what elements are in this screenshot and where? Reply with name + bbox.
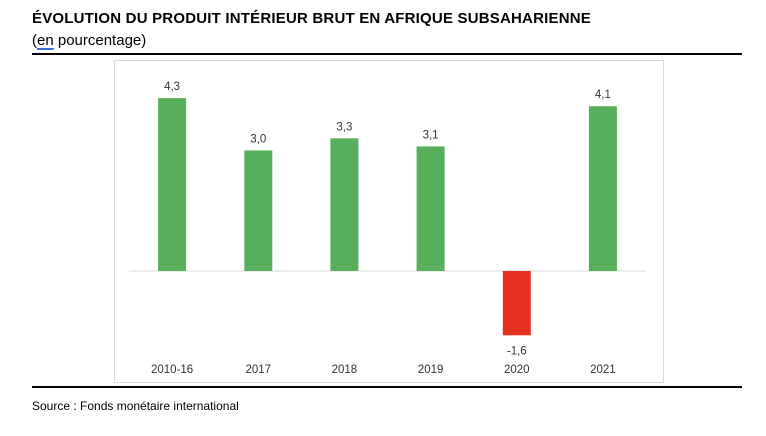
x-tick-label-2019: 2019 — [418, 364, 444, 376]
bar-2010-16 — [158, 98, 187, 271]
bar-2021 — [588, 106, 617, 271]
x-tick-label-2020: 2020 — [504, 364, 530, 376]
chart-title: ÉVOLUTION DU PRODUIT INTÉRIEUR BRUT EN A… — [32, 10, 591, 27]
data-label-2020: -1,6 — [507, 345, 527, 357]
bar-2017 — [244, 150, 273, 271]
subtitle-suffix: pourcentage) — [53, 32, 147, 49]
data-label-2017: 3,0 — [250, 133, 266, 145]
data-label-2010-16: 4,3 — [164, 81, 180, 93]
x-tick-label-2021: 2021 — [590, 364, 616, 376]
x-tick-label-2010-16: 2010-16 — [151, 364, 193, 376]
bar-2019 — [416, 146, 445, 271]
bottom-rule — [32, 386, 742, 388]
subtitle-underlined-word: en — [37, 32, 54, 49]
plot-frame — [114, 60, 664, 383]
data-label-2018: 3,3 — [336, 121, 352, 133]
bar-2020 — [502, 271, 531, 336]
top-rule — [32, 53, 742, 55]
chart-subtitle: (en pourcentage) — [32, 32, 146, 49]
data-label-2021: 4,1 — [595, 89, 611, 101]
x-tick-label-2018: 2018 — [332, 364, 358, 376]
subtitle-prefix: ( — [32, 32, 37, 49]
bar-2018 — [330, 138, 359, 271]
data-label-2019: 3,1 — [423, 129, 439, 141]
x-tick-label-2017: 2017 — [246, 364, 272, 376]
source-note: Source : Fonds monétaire international — [32, 399, 239, 413]
